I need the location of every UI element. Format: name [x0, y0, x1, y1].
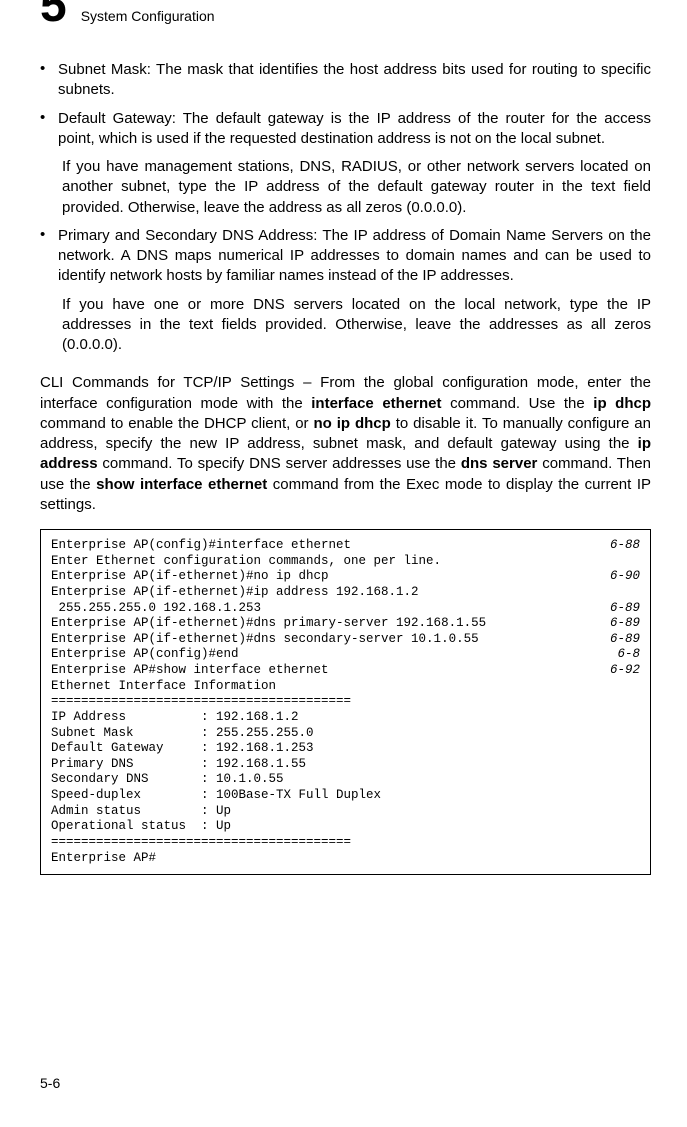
sub-paragraph: If you have management stations, DNS, RA…: [62, 157, 651, 218]
cli-line: Enterprise AP#: [51, 851, 640, 867]
cli-line: Ethernet Interface Information: [51, 679, 640, 695]
cli-line: Enterprise AP(config)#interface ethernet…: [51, 538, 640, 554]
cli-intro-paragraph: CLI Commands for TCP/IP Settings – From …: [40, 373, 651, 515]
cli-page-ref: 6-89: [610, 601, 640, 617]
cli-command: Enterprise AP#: [51, 851, 156, 867]
cli-page-ref: 6-90: [610, 569, 640, 585]
cli-command: Enterprise AP(if-ethernet)#dns secondary…: [51, 632, 479, 648]
cli-line: Admin status : Up: [51, 804, 640, 820]
cli-command: IP Address : 192.168.1.2: [51, 710, 299, 726]
bullet-text: Default Gateway: The default gateway is …: [58, 109, 651, 150]
cmd-ip-dhcp: ip dhcp: [593, 395, 651, 412]
bullet-text: Primary and Secondary DNS Address: The I…: [58, 226, 651, 287]
cli-page-ref: 6-88: [610, 538, 640, 554]
cli-command: Enterprise AP(config)#interface ethernet: [51, 538, 351, 554]
cli-line: Enterprise AP#show interface ethernet 6-9…: [51, 663, 640, 679]
cli-command: Admin status : Up: [51, 804, 231, 820]
cli-line: 255.255.255.0 192.168.1.253 6-89: [51, 601, 640, 617]
cli-line: Subnet Mask : 255.255.255.0: [51, 726, 640, 742]
cli-command: Enterprise AP(config)#end: [51, 647, 239, 663]
bullet-subnet-mask: • Subnet Mask: The mask that identifies …: [40, 60, 651, 101]
cli-command: 255.255.255.0 192.168.1.253: [51, 601, 261, 617]
page-header: 5 System Configuration: [40, 0, 651, 30]
cli-command: Enterprise AP(if-ethernet)#ip address 19…: [51, 585, 419, 601]
bullet-default-gateway: • Default Gateway: The default gateway i…: [40, 109, 651, 150]
cli-page-ref: 6-89: [610, 632, 640, 648]
cli-command: ========================================: [51, 694, 351, 710]
cli-line: Enterprise AP(if-ethernet)#dns secondary…: [51, 632, 640, 648]
sub-paragraph: If you have one or more DNS servers loca…: [62, 295, 651, 356]
cli-command: Subnet Mask : 255.255.255.0: [51, 726, 314, 742]
bullet-marker: •: [40, 226, 58, 287]
cli-line: Secondary DNS : 10.1.0.55: [51, 772, 640, 788]
cmd-dns-server: dns server: [461, 455, 538, 472]
cli-line: Enterprise AP(if-ethernet)#dns primary-s…: [51, 616, 640, 632]
cli-line: Operational status : Up: [51, 819, 640, 835]
cli-line: Enterprise AP(if-ethernet)#ip address 19…: [51, 585, 640, 601]
cli-command: Enterprise AP(if-ethernet)#dns primary-s…: [51, 616, 486, 632]
para-text: command. To specify DNS server addresses…: [98, 455, 461, 472]
cli-line: ========================================: [51, 835, 640, 851]
cmd-interface-ethernet: interface ethernet: [311, 395, 441, 412]
cmd-show-interface: show interface ethernet: [96, 476, 267, 493]
cli-page-ref: 6-8: [617, 647, 640, 663]
bullet-text: Subnet Mask: The mask that identifies th…: [58, 60, 651, 101]
cli-page-ref: 6-92: [610, 663, 640, 679]
cli-command: Speed-duplex : 100Base-TX Full Duplex: [51, 788, 381, 804]
cli-line: Enter Ethernet configuration commands, o…: [51, 554, 640, 570]
page-number: 5-6: [40, 1075, 60, 1091]
cli-command: Primary DNS : 192.168.1.55: [51, 757, 306, 773]
para-text: command to enable the DHCP client, or: [40, 415, 313, 432]
para-text: command. Use the: [442, 395, 594, 412]
cli-command: Enterprise AP(if-ethernet)#no ip dhcp: [51, 569, 329, 585]
cli-command: ========================================: [51, 835, 351, 851]
cli-page-ref: 6-89: [610, 616, 640, 632]
bullet-marker: •: [40, 109, 58, 150]
cli-line: Enterprise AP(config)#end 6-8: [51, 647, 640, 663]
cli-command: Default Gateway : 192.168.1.253: [51, 741, 314, 757]
cli-line: Default Gateway : 192.168.1.253: [51, 741, 640, 757]
chapter-title: System Configuration: [81, 8, 215, 24]
cli-command: Operational status : Up: [51, 819, 231, 835]
cli-command: Enterprise AP#show interface ethernet: [51, 663, 329, 679]
chapter-number: 5: [40, 0, 65, 30]
cli-command: Enter Ethernet configuration commands, o…: [51, 554, 441, 570]
cli-line: Primary DNS : 192.168.1.55: [51, 757, 640, 773]
cli-output-box: Enterprise AP(config)#interface ethernet…: [40, 529, 651, 875]
cli-line: Speed-duplex : 100Base-TX Full Duplex: [51, 788, 640, 804]
cli-line: ========================================: [51, 694, 640, 710]
cli-line: IP Address : 192.168.1.2: [51, 710, 640, 726]
cli-command: Secondary DNS : 10.1.0.55: [51, 772, 284, 788]
cli-line: Enterprise AP(if-ethernet)#no ip dhcp 6-9…: [51, 569, 640, 585]
bullet-marker: •: [40, 60, 58, 101]
cli-command: Ethernet Interface Information: [51, 679, 276, 695]
bullet-dns-address: • Primary and Secondary DNS Address: The…: [40, 226, 651, 287]
cmd-no-ip-dhcp: no ip dhcp: [313, 415, 390, 432]
